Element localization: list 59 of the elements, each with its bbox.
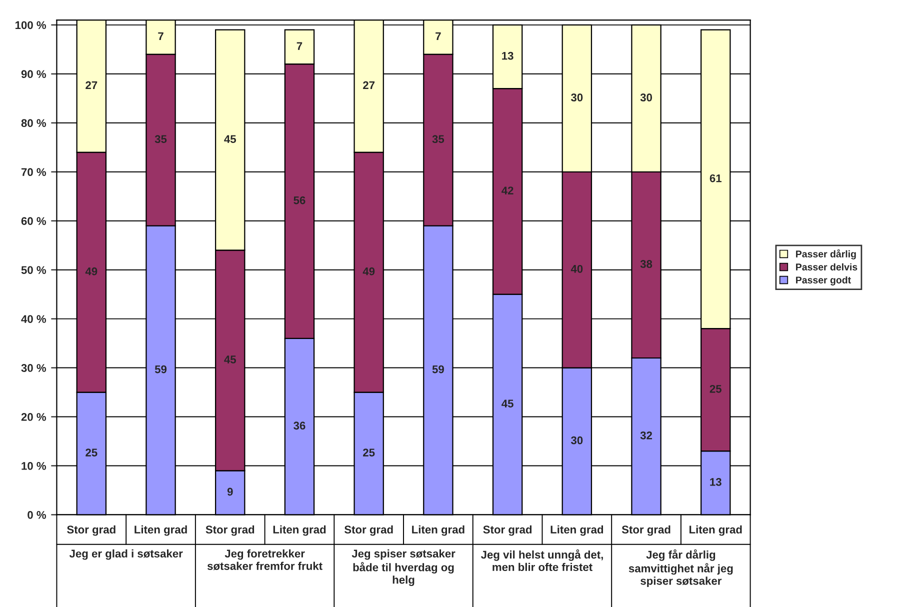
data-label: 27 [86,81,98,90]
y-tick-label: 50 % [21,266,46,274]
y-tick-label: 10 % [22,462,46,470]
text: Jeg foretrekker søtsaker fremfor frukt [207,549,322,570]
data-label: 35 [432,135,444,144]
data-label: 25 [710,384,722,393]
data-label: 35 [154,135,167,144]
data-label: 7 [158,32,164,40]
data-label: 25 [86,448,98,456]
y-tick-label: 0 % [28,511,46,519]
x-tick-label: Liten grad [134,525,187,536]
legend-label: Passer dårlig [796,249,856,260]
data-label: 7 [436,32,441,40]
x-tick-label: Liten grad [550,525,604,536]
x-tick-label: Stor grad [67,525,116,536]
y-tick-label: 90 % [21,70,46,78]
data-label: 27 [363,81,375,90]
data-label: 13 [502,52,514,60]
text: Jeg spiser søtsaker både til hverdag og helg [352,549,456,586]
data-label: 30 [570,94,583,102]
data-label: 45 [224,356,236,364]
y-tick-label: 40 % [21,315,46,323]
y-tick-label: 70 % [21,168,46,176]
data-label: 61 [710,174,722,182]
legend-label: Passer godt [796,276,851,286]
y-tick-label: 20 % [21,413,46,421]
data-label: 40 [570,264,583,273]
data-label: 49 [85,267,98,276]
data-label: 45 [224,135,236,144]
data-label: 13 [710,478,722,486]
data-label: 36 [294,422,306,430]
x-tick-label: Liten grad [690,525,742,536]
x-tick-label: Stor grad [344,525,393,536]
data-label: 32 [640,431,652,440]
legend-label: Passer delvis [796,263,858,270]
text: Jeg vil helst unngå det, men blir ofte fristet [480,549,603,572]
x-tick-label: Stor grad [483,525,532,536]
data-label: 7 [296,42,302,50]
data-label: 59 [432,365,444,374]
data-label: 30 [640,94,652,102]
data-label: 49 [362,267,375,276]
data-label: 56 [294,196,306,204]
data-label: 25 [363,448,375,456]
y-tick-label: 30 % [21,364,46,372]
y-tick-label: 60 % [21,217,46,225]
text: Jeg er glad i søtsaker [69,549,183,560]
data-label: 59 [154,365,167,374]
x-tick-label: Stor grad [206,525,254,536]
data-label: 38 [640,260,652,268]
data-label: 9 [227,488,233,496]
data-label: 30 [570,436,583,444]
text: Jeg får dårlig samvittighet når jeg spiser søtsaker [628,549,733,588]
data-label: 45 [502,400,514,408]
y-tick-label: 80 % [21,119,46,128]
y-tick-label: 100 % [16,21,46,30]
x-tick-label: Liten grad [412,525,464,536]
x-tick-label: Liten grad [273,525,326,536]
x-tick-label: Stor grad [622,525,670,536]
data-label: 42 [502,186,514,194]
